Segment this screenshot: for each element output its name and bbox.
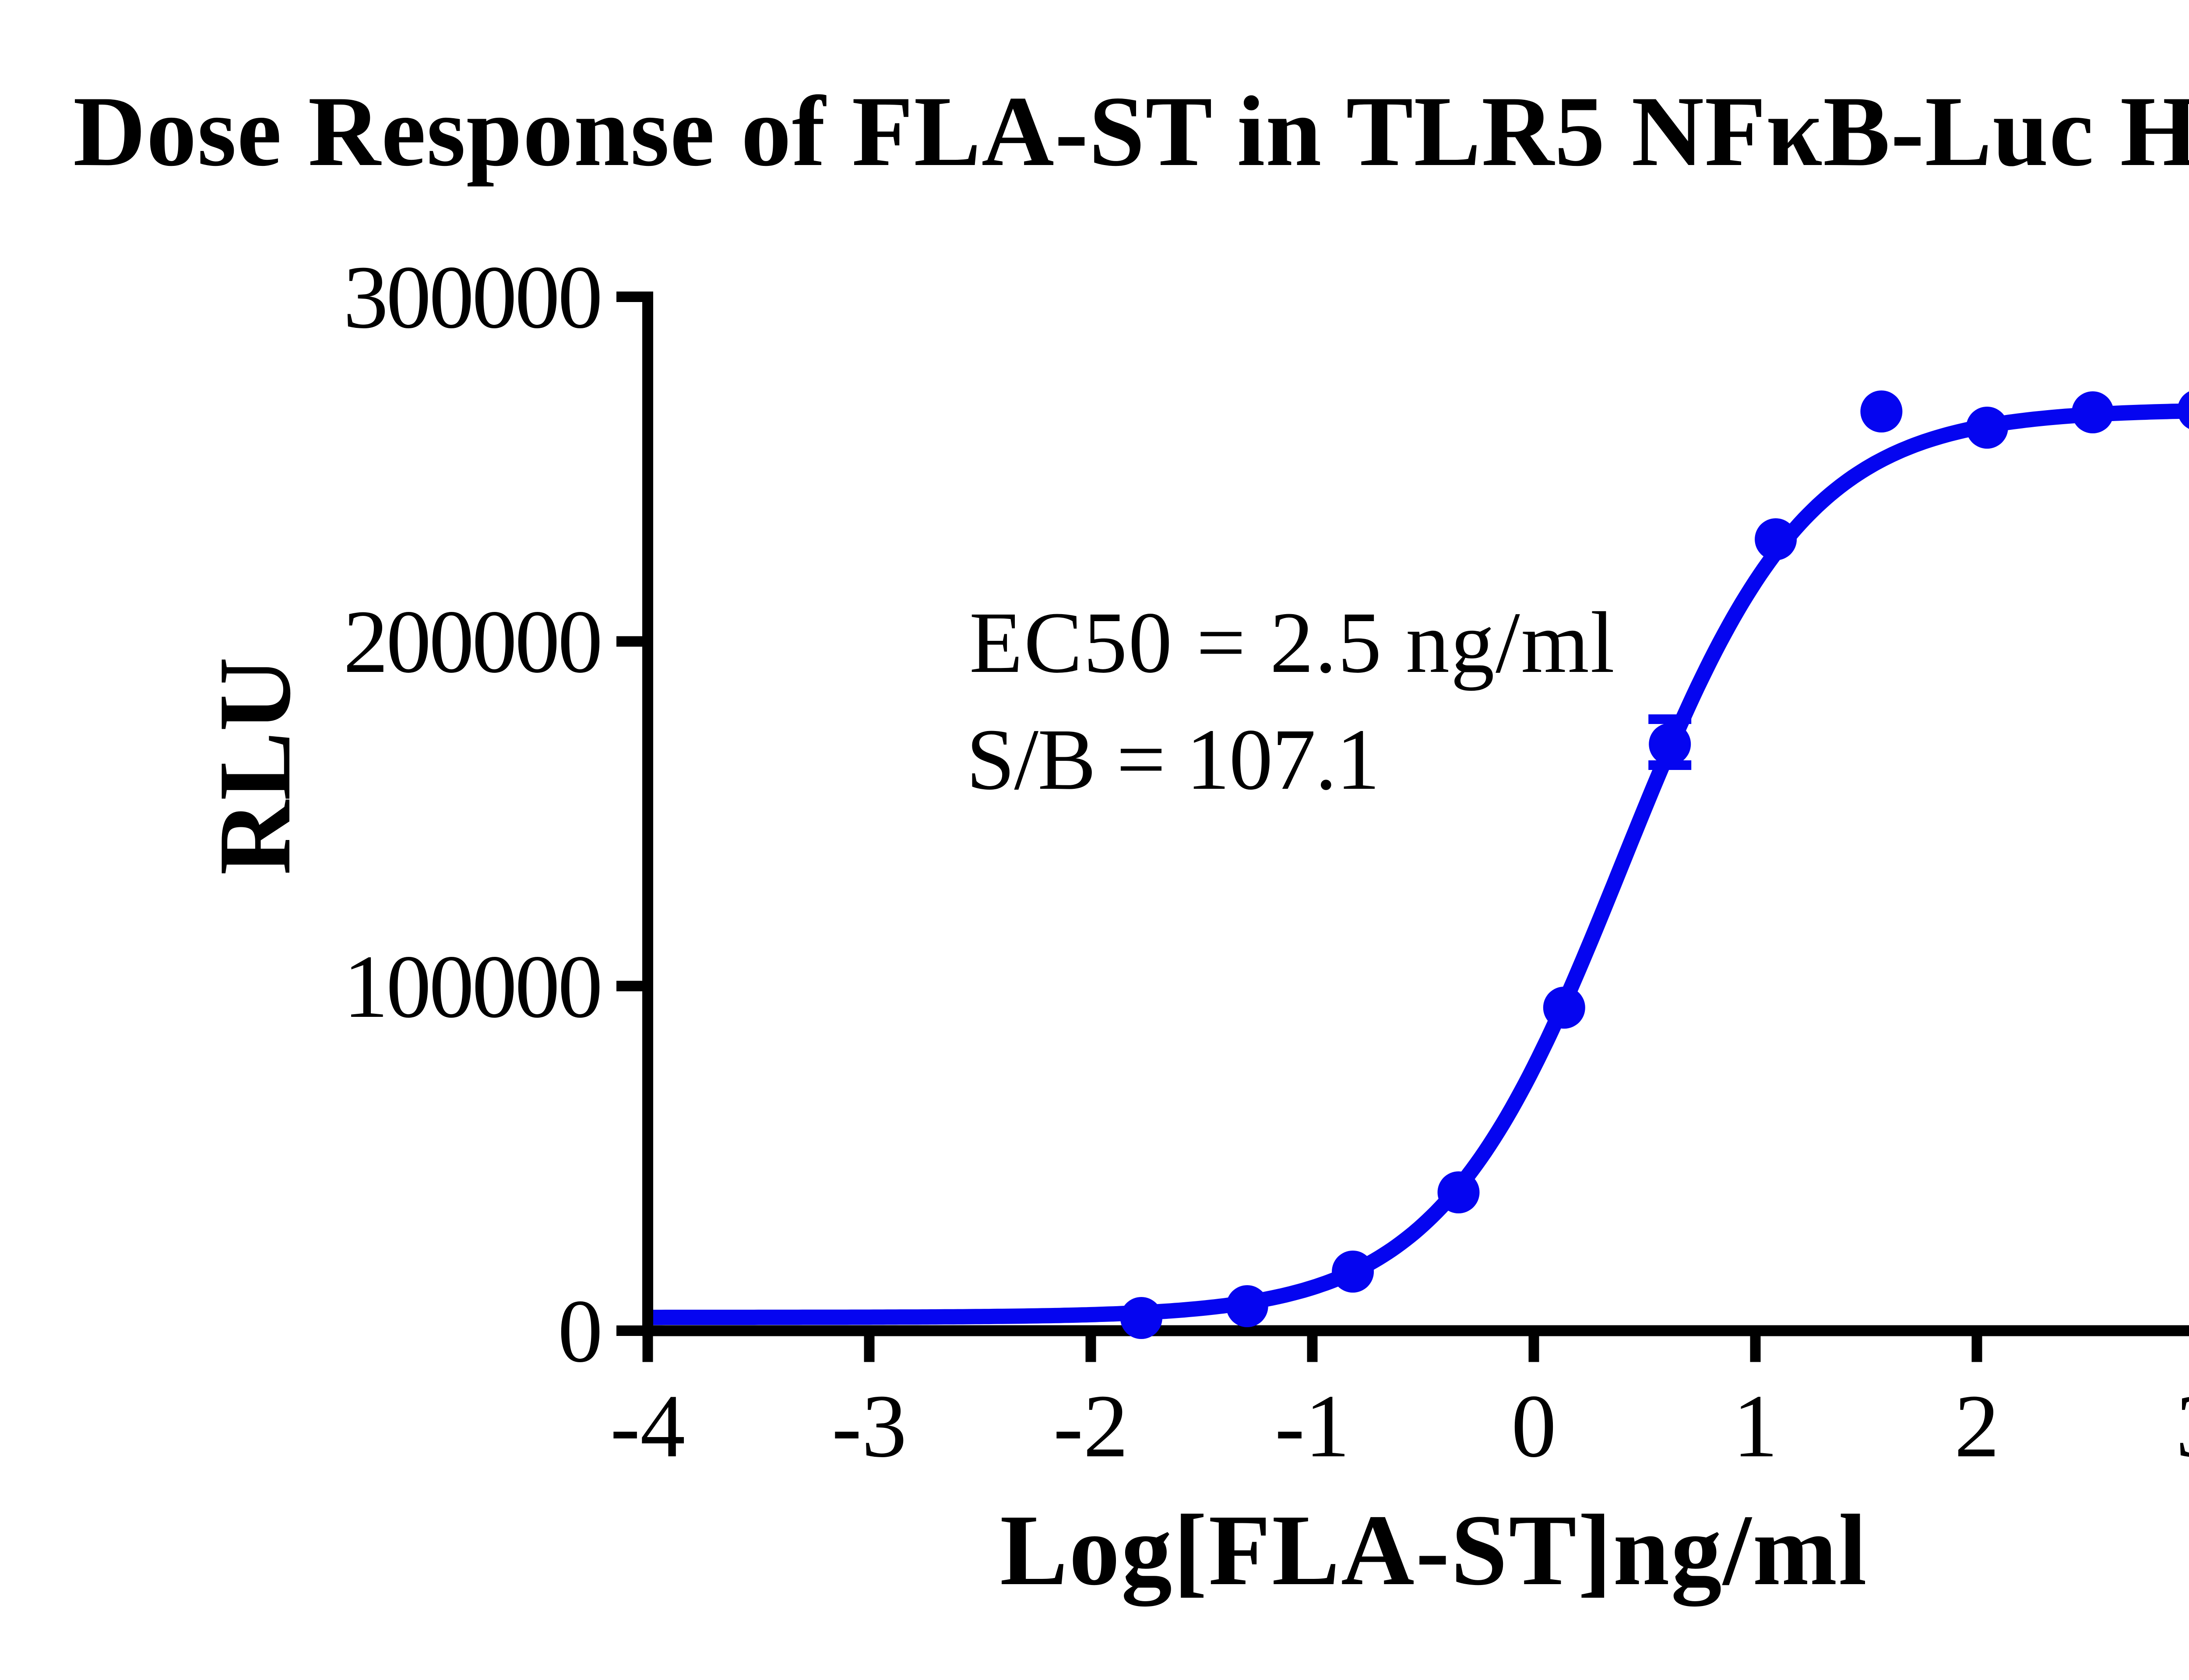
svg-text:2: 2 xyxy=(1954,1376,1999,1476)
svg-text:200000: 200000 xyxy=(343,591,601,692)
svg-text:S/B = 107.1: S/B = 107.1 xyxy=(966,711,1379,808)
svg-text:-1: -1 xyxy=(1275,1376,1350,1476)
svg-text:-2: -2 xyxy=(1053,1376,1129,1476)
svg-text:-3: -3 xyxy=(832,1376,907,1476)
svg-text:3: 3 xyxy=(2176,1376,2189,1476)
svg-text:Log[FLA-ST]ng/ml: Log[FLA-ST]ng/ml xyxy=(1000,1494,1868,1606)
svg-text:0: 0 xyxy=(1511,1376,1556,1476)
svg-text:100000: 100000 xyxy=(343,936,601,1037)
svg-text:1: 1 xyxy=(1733,1376,1778,1476)
svg-text:-4: -4 xyxy=(610,1376,686,1476)
svg-text:EC50 = 2.5 ng/ml: EC50 = 2.5 ng/ml xyxy=(969,594,1616,691)
svg-text:0: 0 xyxy=(558,1281,601,1381)
svg-text:RLU: RLU xyxy=(198,657,312,875)
svg-text:300000: 300000 xyxy=(343,247,601,347)
svg-text:Dose Response of FLA-ST in TLR: Dose Response of FLA-ST in TLR5 NFκB-Luc… xyxy=(73,75,2189,187)
